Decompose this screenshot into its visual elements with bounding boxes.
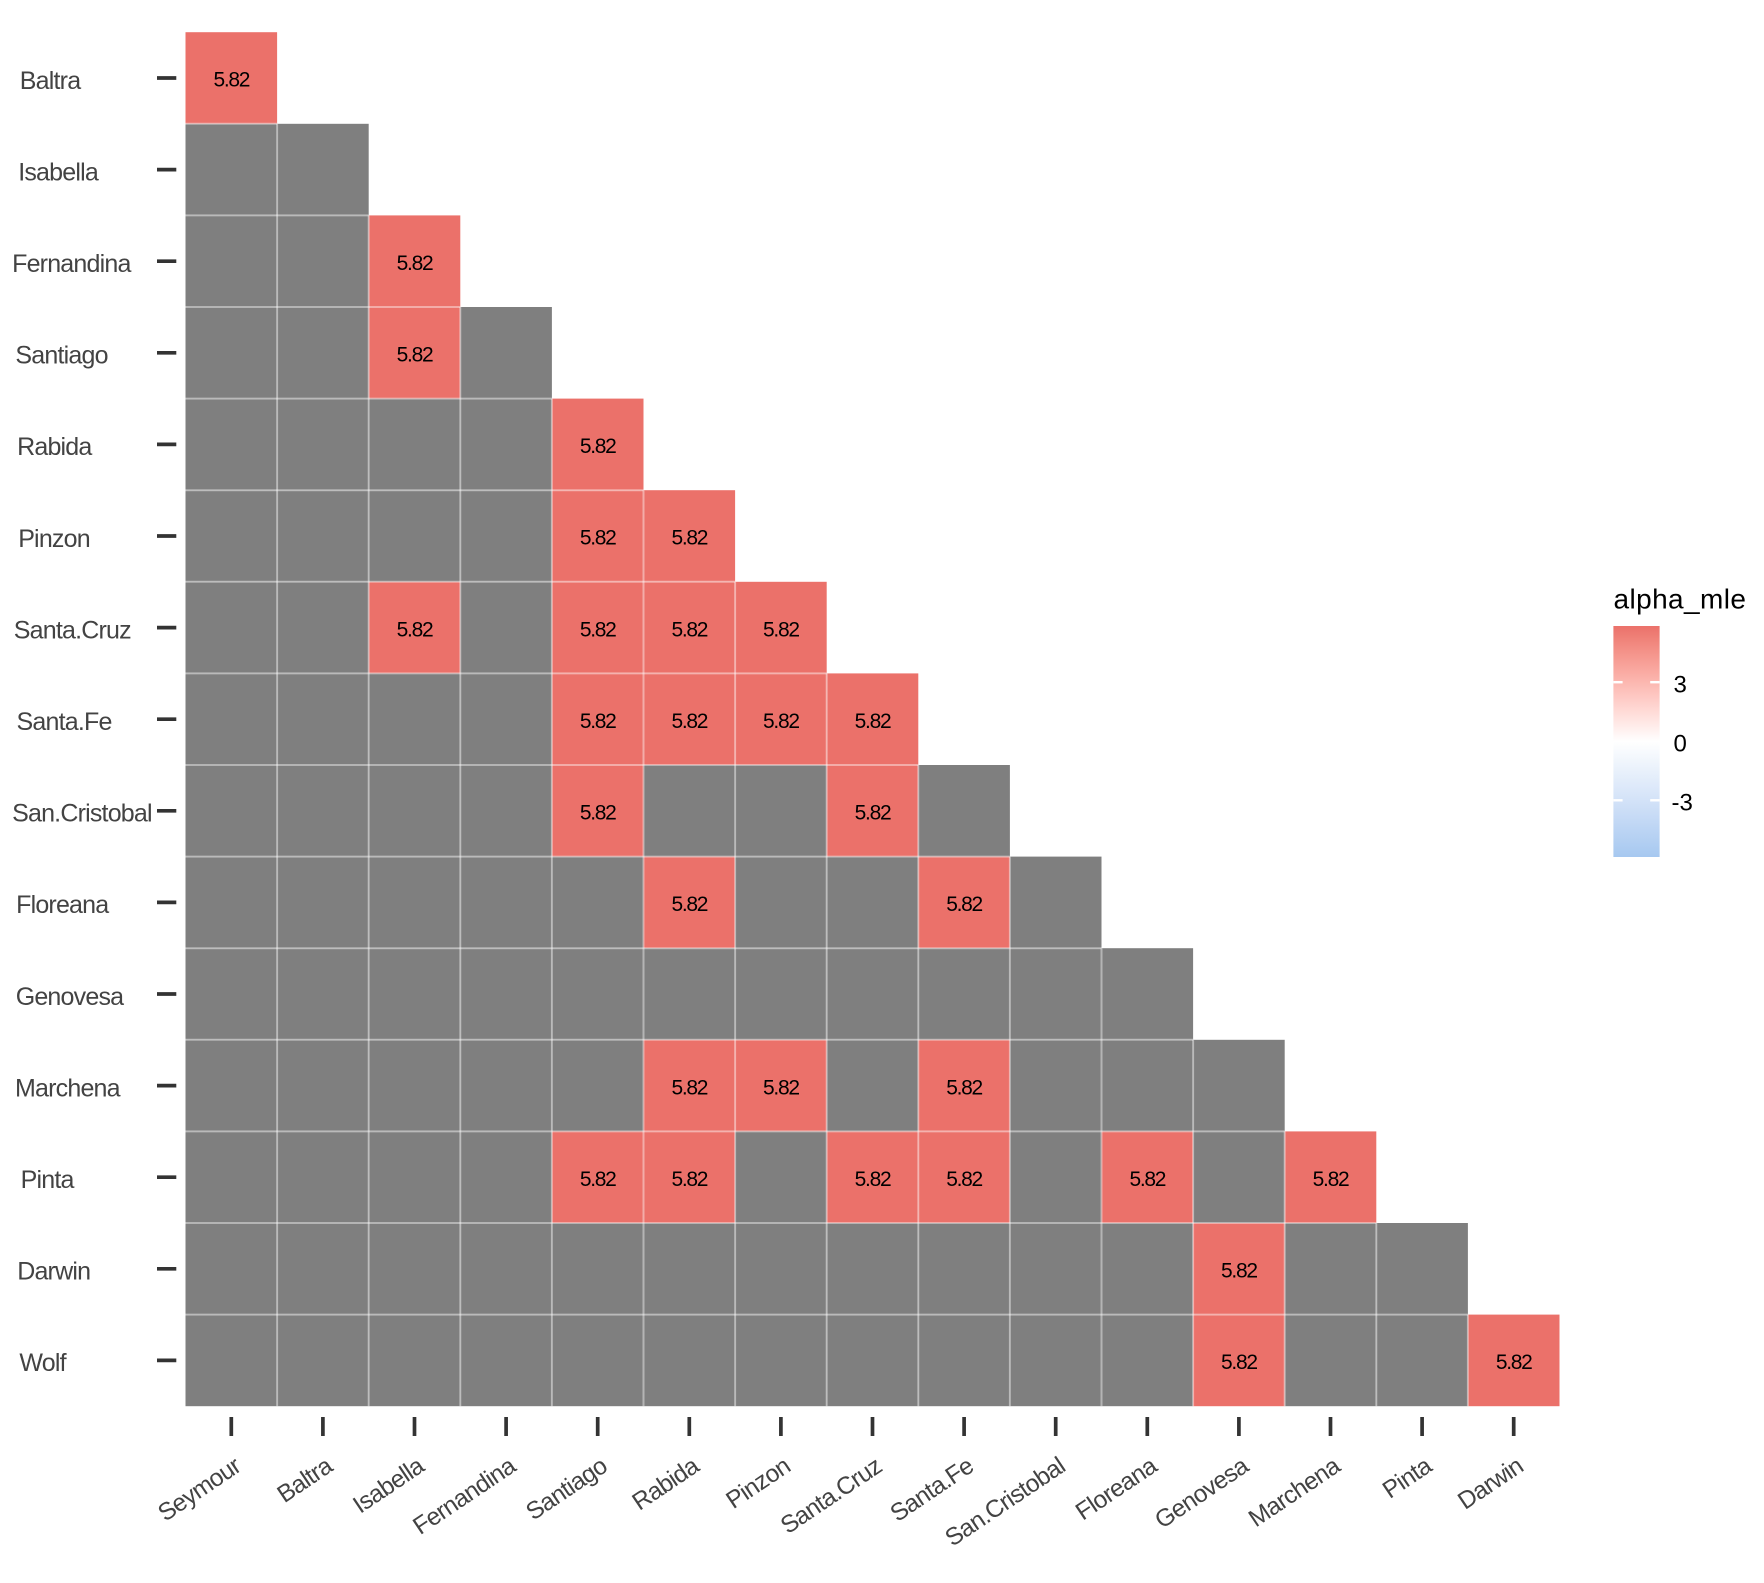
- svg-text:alpha_mle: alpha_mle: [1614, 584, 1747, 615]
- svg-text:Baltra: Baltra: [20, 67, 81, 95]
- svg-text:5.82: 5.82: [671, 710, 707, 733]
- svg-text:5.82: 5.82: [1221, 1351, 1257, 1374]
- svg-text:Pinta: Pinta: [21, 1166, 75, 1194]
- svg-text:5.82: 5.82: [671, 893, 707, 916]
- svg-text:-3: -3: [1672, 789, 1693, 816]
- svg-text:Isabella: Isabella: [18, 158, 99, 186]
- svg-text:Wolf: Wolf: [19, 1349, 66, 1377]
- svg-text:Marchena: Marchena: [15, 1074, 121, 1102]
- svg-text:5.82: 5.82: [763, 1076, 799, 1099]
- svg-text:5.82: 5.82: [580, 710, 616, 733]
- svg-text:5.82: 5.82: [855, 802, 891, 825]
- svg-text:5.82: 5.82: [580, 527, 616, 550]
- svg-text:3: 3: [1674, 671, 1687, 698]
- svg-text:5.82: 5.82: [1496, 1351, 1532, 1374]
- svg-text:5.82: 5.82: [763, 710, 799, 733]
- svg-text:5.82: 5.82: [1129, 1168, 1165, 1191]
- svg-text:Santiago: Santiago: [15, 342, 107, 370]
- svg-text:Santa.Fe: Santa.Fe: [17, 708, 112, 736]
- svg-text:5.82: 5.82: [1313, 1168, 1349, 1191]
- svg-text:5.82: 5.82: [946, 1168, 982, 1191]
- svg-text:5.82: 5.82: [1221, 1260, 1257, 1283]
- svg-text:5.82: 5.82: [946, 893, 982, 916]
- svg-text:5.82: 5.82: [397, 344, 433, 367]
- svg-text:5.82: 5.82: [397, 252, 433, 275]
- svg-text:5.82: 5.82: [855, 710, 891, 733]
- svg-text:Genovesa: Genovesa: [16, 983, 124, 1011]
- svg-text:0: 0: [1674, 731, 1687, 758]
- svg-text:Fernandina: Fernandina: [12, 250, 131, 278]
- svg-text:5.82: 5.82: [671, 1076, 707, 1099]
- svg-text:Rabida: Rabida: [17, 433, 92, 461]
- svg-text:5.82: 5.82: [580, 802, 616, 825]
- svg-text:5.82: 5.82: [397, 618, 433, 641]
- svg-text:5.82: 5.82: [671, 1168, 707, 1191]
- svg-text:5.82: 5.82: [671, 527, 707, 550]
- svg-text:San.Cristobal: San.Cristobal: [12, 800, 152, 828]
- svg-text:5.82: 5.82: [855, 1168, 891, 1191]
- svg-text:5.82: 5.82: [671, 618, 707, 641]
- svg-text:5.82: 5.82: [763, 618, 799, 641]
- svg-text:Pinzon: Pinzon: [18, 525, 90, 553]
- svg-text:Darwin: Darwin: [17, 1258, 90, 1286]
- svg-text:Santa.Cruz: Santa.Cruz: [14, 616, 131, 644]
- svg-text:5.82: 5.82: [580, 618, 616, 641]
- svg-text:5.82: 5.82: [213, 69, 249, 92]
- svg-text:5.82: 5.82: [580, 1168, 616, 1191]
- svg-text:Floreana: Floreana: [16, 891, 109, 919]
- svg-text:5.82: 5.82: [946, 1076, 982, 1099]
- svg-text:5.82: 5.82: [580, 435, 616, 458]
